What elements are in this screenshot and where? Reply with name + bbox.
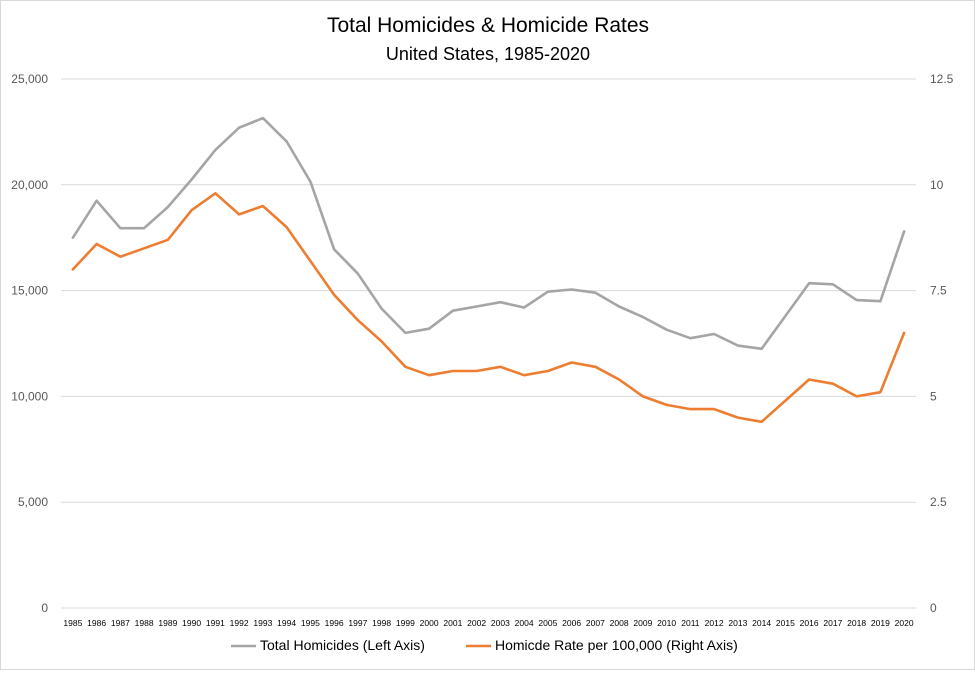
- legend-label: Homicde Rate per 100,000 (Right Axis): [495, 637, 738, 653]
- right-y-tick-label: 0: [930, 601, 937, 615]
- left-y-tick-label: 25,000: [11, 72, 48, 86]
- x-tick-label: 1985: [63, 618, 82, 628]
- x-tick-label: 2014: [752, 618, 771, 628]
- x-tick-label: 2003: [491, 618, 510, 628]
- x-tick-label: 1994: [277, 618, 296, 628]
- x-tick-label: 2001: [443, 618, 462, 628]
- x-tick-label: 2013: [728, 618, 747, 628]
- x-tick-label: 2020: [895, 618, 914, 628]
- left-y-tick-label: 20,000: [11, 178, 48, 192]
- x-tick-label: 1990: [182, 618, 201, 628]
- left-y-tick-label: 0: [41, 601, 48, 615]
- series-line-homicide-rate: [71, 192, 906, 424]
- x-tick-label: 2006: [562, 618, 581, 628]
- x-tick-label: 2018: [847, 618, 866, 628]
- left-y-axis: 0 5,000 10,000 15,000 20,000 25,000: [11, 72, 48, 615]
- x-tick-label: 2008: [610, 618, 629, 628]
- right-y-tick-label: 2.5: [930, 495, 947, 509]
- x-tick-label: 1995: [301, 618, 320, 628]
- x-tick-label: 1987: [111, 618, 130, 628]
- x-tick-label: 2002: [467, 618, 486, 628]
- x-tick-label: 1989: [158, 618, 177, 628]
- right-y-tick-label: 5: [930, 389, 937, 403]
- legend: Total Homicides (Left Axis) Homicde Rate …: [231, 637, 738, 653]
- left-y-tick-label: 15,000: [11, 284, 48, 298]
- x-tick-label: 1996: [325, 618, 344, 628]
- right-y-tick-label: 7.5: [930, 284, 947, 298]
- legend-label: Total Homicides (Left Axis): [260, 637, 425, 653]
- series-layer: [71, 116, 906, 424]
- chart-title: Total Homicides & Homicide Rates: [327, 14, 649, 37]
- x-tick-label: 2000: [420, 618, 439, 628]
- x-tick-label: 1991: [206, 618, 225, 628]
- x-tick-label: 2011: [681, 618, 700, 628]
- x-tick-label: 1992: [230, 618, 249, 628]
- right-y-axis: 0 2.5 5 7.5 10 12.5: [930, 72, 954, 615]
- x-tick-label: 2009: [633, 618, 652, 628]
- left-y-tick-label: 10,000: [11, 389, 48, 403]
- x-tick-label: 2016: [800, 618, 819, 628]
- x-tick-label: 2019: [871, 618, 890, 628]
- x-tick-label: 1986: [87, 618, 106, 628]
- x-tick-label: 2015: [776, 618, 795, 628]
- x-tick-label: 2017: [823, 618, 842, 628]
- x-tick-label: 1999: [396, 618, 415, 628]
- right-y-tick-label: 12.5: [930, 72, 954, 86]
- x-tick-label: 2007: [586, 618, 605, 628]
- x-tick-label: 1998: [372, 618, 391, 628]
- x-tick-label: 1997: [348, 618, 367, 628]
- x-tick-label: 2004: [515, 618, 534, 628]
- x-tick-label: 2012: [705, 618, 724, 628]
- x-tick-label: 1988: [135, 618, 154, 628]
- chart-subtitle: United States, 1985-2020: [386, 44, 590, 64]
- x-tick-label: 2010: [657, 618, 676, 628]
- x-axis: 1985 1986 1987 1988 1989 1990 1991 1992 1993 1994…: [63, 618, 913, 628]
- left-y-tick-label: 5,000: [18, 495, 48, 509]
- gridlines: [61, 78, 916, 609]
- x-tick-label: 2005: [538, 618, 557, 628]
- x-tick-label: 1993: [253, 618, 272, 628]
- right-y-tick-label: 10: [930, 178, 944, 192]
- series-line-total-homicides: [71, 116, 906, 351]
